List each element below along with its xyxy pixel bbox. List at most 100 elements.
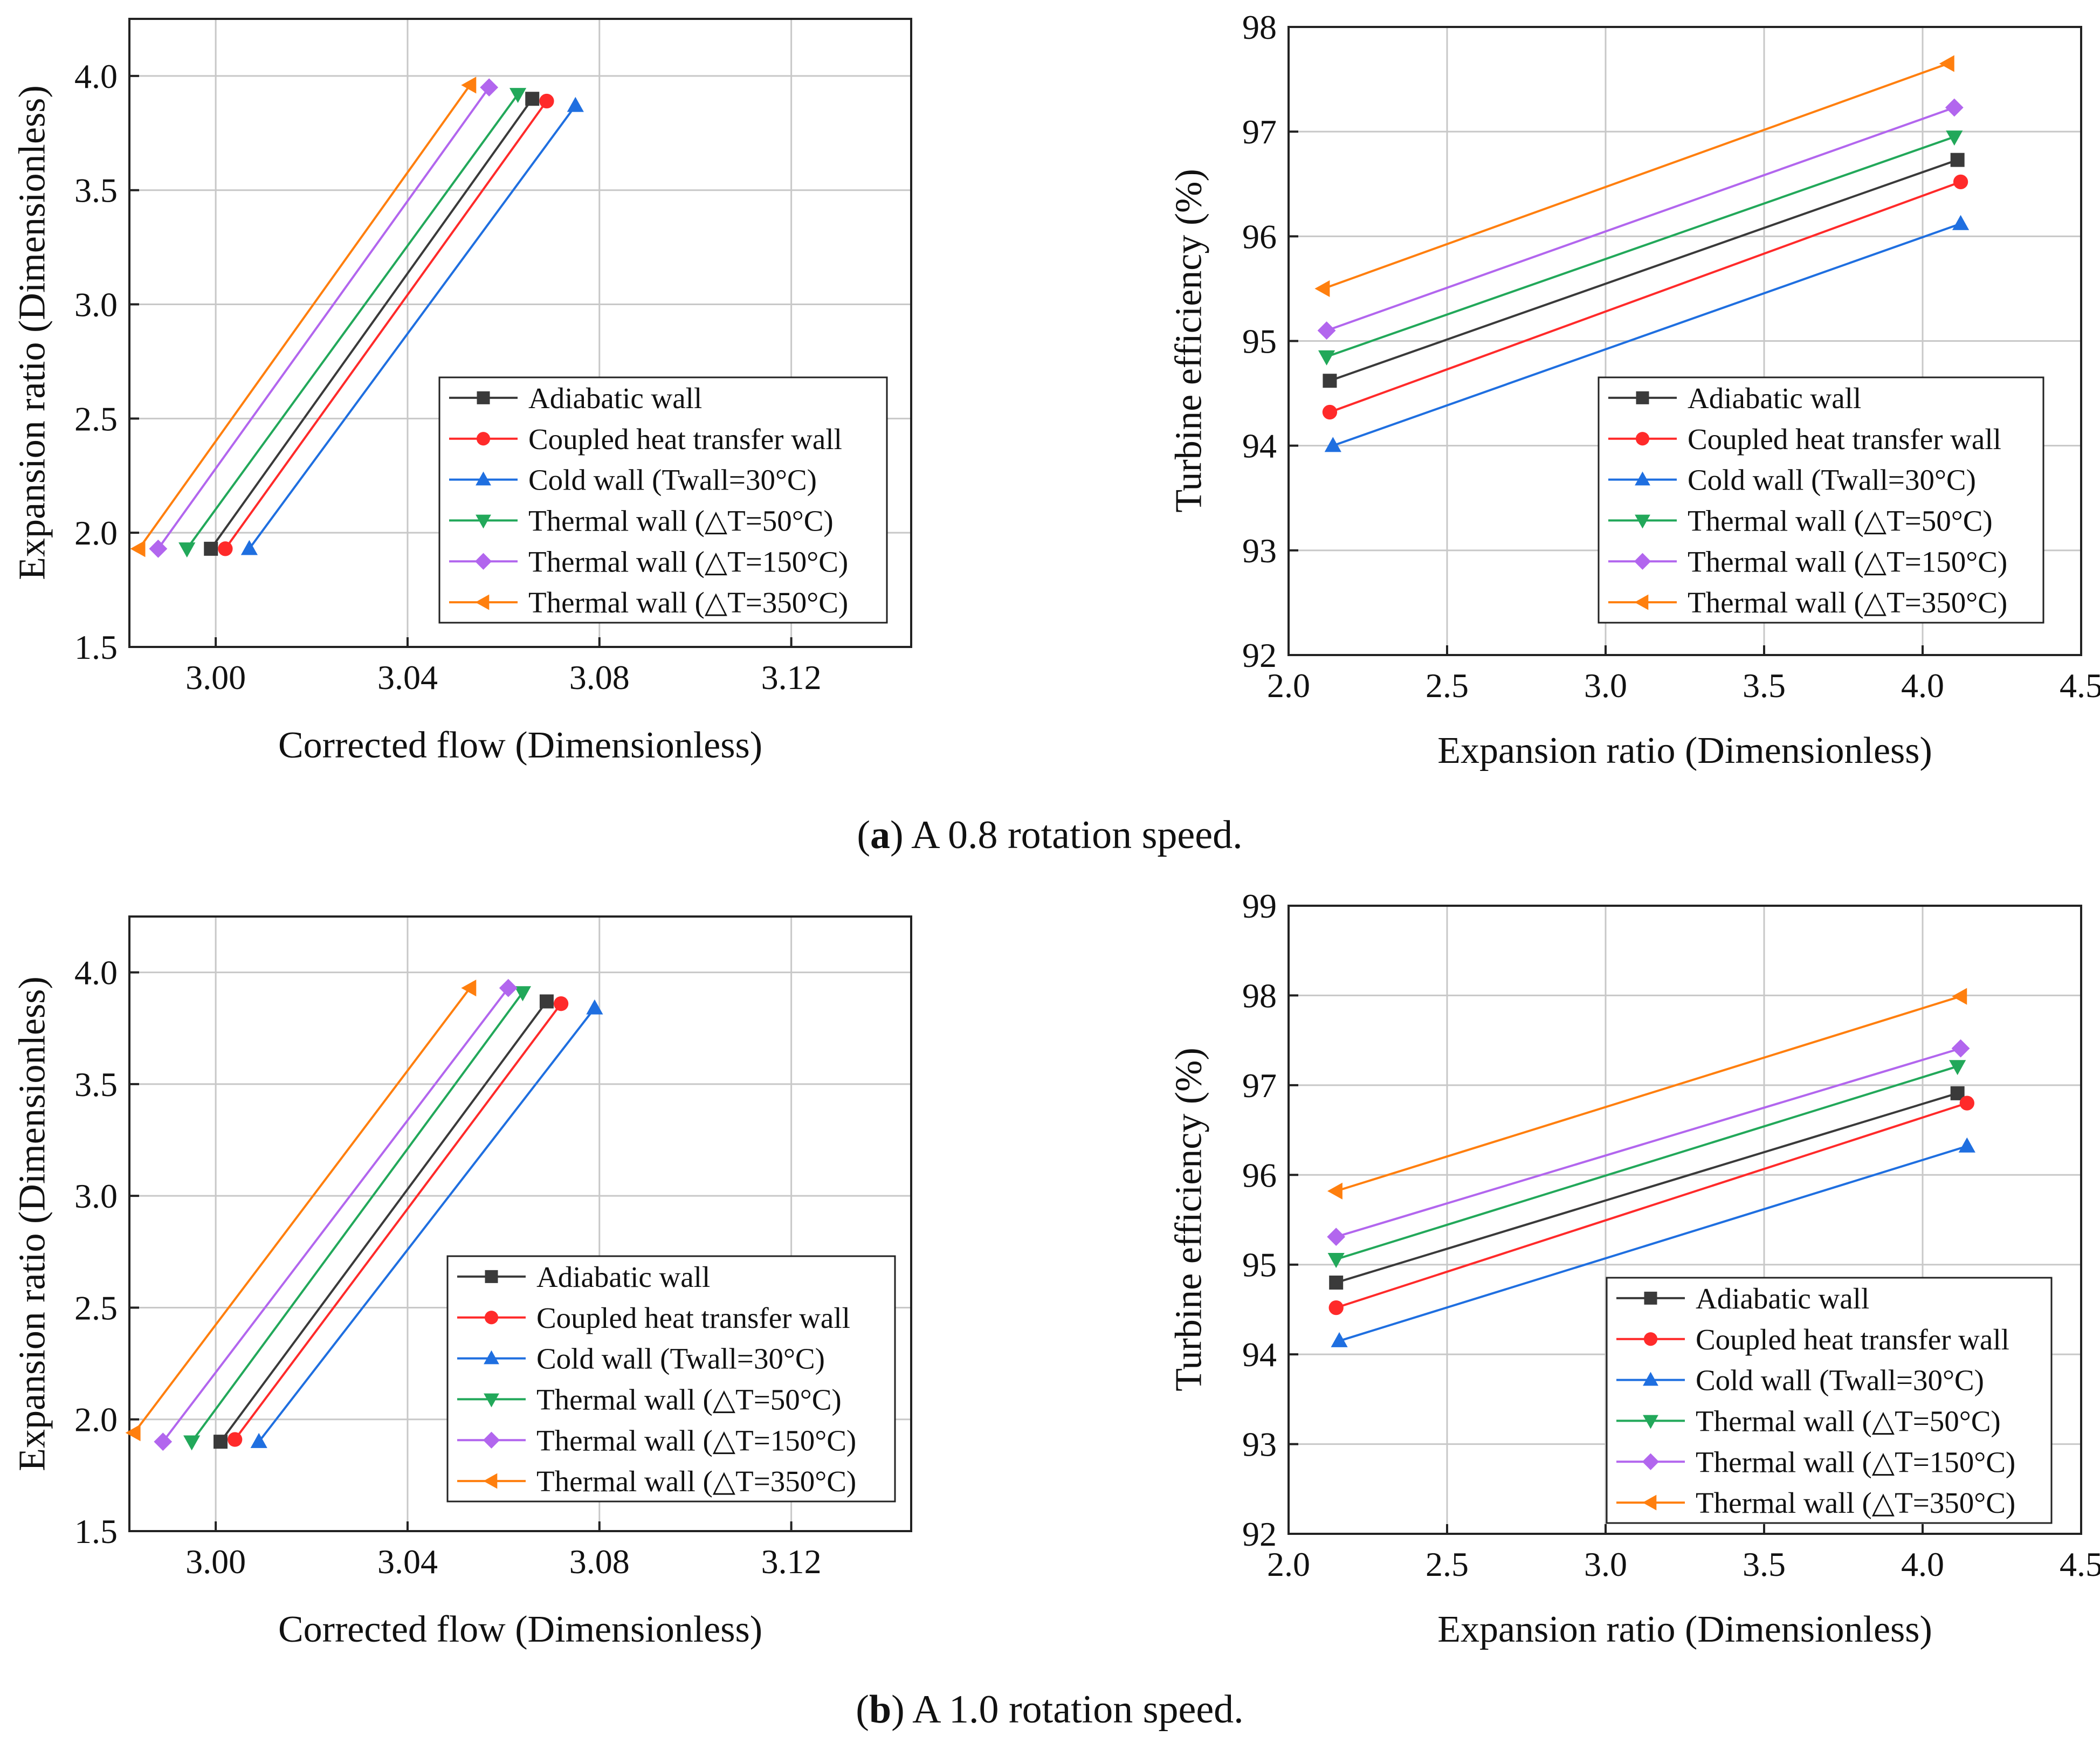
legend: Adiabatic wall Coupled heat transfer wall… xyxy=(1606,1277,2053,1524)
data-point xyxy=(154,1432,173,1451)
y-tick-label: 2.5 xyxy=(74,1289,118,1327)
plot-frame xyxy=(128,18,912,648)
series-line xyxy=(1335,995,1961,1193)
data-point xyxy=(509,88,527,104)
series-5 xyxy=(149,78,499,558)
x-tick-label: 2.5 xyxy=(1426,1545,1469,1583)
y-tick-label: 95 xyxy=(1242,1246,1277,1284)
legend: Adiabatic wall Coupled heat transfer wall… xyxy=(438,376,888,624)
legend-label: Coupled heat transfer wall xyxy=(1696,1323,2009,1356)
data-point xyxy=(539,93,554,109)
series-1 xyxy=(1329,1086,1965,1290)
y-tick-label: 94 xyxy=(1242,1335,1277,1374)
y-tick-label: 4.0 xyxy=(74,57,118,95)
legend-label: Cold wall (Twall=30°C) xyxy=(1688,464,1976,497)
y-tick-label: 92 xyxy=(1242,1515,1277,1553)
legend-label: Adiabatic wall xyxy=(1696,1282,1869,1315)
legend-label: Thermal wall (△T=150°C) xyxy=(528,545,848,578)
data-point xyxy=(1317,321,1336,340)
legend-marker xyxy=(484,1393,499,1408)
data-point xyxy=(586,999,603,1015)
legend-label: Thermal wall (△T=50°C) xyxy=(1696,1404,2001,1437)
y-tick-label: 2.5 xyxy=(74,399,118,438)
data-point xyxy=(125,1424,141,1442)
y-tick-label: 93 xyxy=(1242,532,1277,570)
legend-box xyxy=(446,1255,896,1503)
legend-marker xyxy=(1644,1291,1657,1305)
series-line xyxy=(1326,135,1955,358)
series-line xyxy=(157,86,490,550)
data-point xyxy=(130,540,146,557)
legend-marker xyxy=(474,553,492,570)
legend-marker xyxy=(476,432,491,446)
legend-marker xyxy=(1635,432,1650,446)
x-tick-label: 3.12 xyxy=(761,658,822,697)
legend-label: Thermal wall (△T=350°C) xyxy=(1688,586,2007,619)
plot-frame xyxy=(128,915,912,1532)
series-4 xyxy=(1327,1060,1966,1268)
x-tick-label: 3.08 xyxy=(569,1542,630,1581)
series-3 xyxy=(240,97,584,555)
data-point xyxy=(250,1432,267,1448)
legend-marker xyxy=(1635,514,1650,529)
data-point xyxy=(1952,215,1970,230)
x-tick-label: 2.0 xyxy=(1267,1545,1310,1583)
series-6 xyxy=(1314,55,1954,298)
y-axis-label: Expansion ratio (Dimensionless) xyxy=(12,85,53,580)
legend-marker xyxy=(1634,594,1649,610)
data-point xyxy=(178,542,196,558)
data-point xyxy=(1959,1096,1974,1111)
y-tick-label: 97 xyxy=(1242,1066,1277,1105)
x-tick-label: 3.5 xyxy=(1743,1545,1786,1583)
chart-a-right: 2.0 2.5 3.0 3.5 4.0 4.5 92 93 94 95 96 97 98 Expansio… xyxy=(1168,8,2100,771)
y-axis-label: Expansion ratio (Dimensionless) xyxy=(12,976,53,1471)
series-line xyxy=(248,105,576,550)
legend-label: Cold wall (Twall=30°C) xyxy=(1696,1364,1984,1397)
data-point xyxy=(1949,1060,1966,1076)
data-point xyxy=(480,78,499,97)
series-line xyxy=(1335,1102,1967,1309)
x-tick-label: 3.00 xyxy=(185,658,246,697)
data-point xyxy=(1327,1182,1342,1200)
data-point xyxy=(204,541,218,556)
chart-b-left: 3.00 3.04 3.08 3.12 1.5 2.0 2.5 3.0 3.5 4.0 Correc… xyxy=(12,915,912,1650)
legend: Adiabatic wall Coupled heat transfer wall… xyxy=(446,1255,896,1503)
legend-label: Thermal wall (△T=350°C) xyxy=(536,1465,856,1498)
legend-label: Coupled heat transfer wall xyxy=(1688,423,2001,456)
legend-label: Thermal wall (△T=50°C) xyxy=(528,504,834,537)
series-4 xyxy=(178,88,527,558)
y-tick-label: 3.5 xyxy=(74,171,118,210)
y-tick-label: 1.5 xyxy=(74,1512,118,1551)
legend-box xyxy=(1598,376,2044,624)
legend-marker xyxy=(484,1350,499,1365)
series-line xyxy=(133,987,471,1434)
y-tick-label: 96 xyxy=(1242,1156,1277,1194)
y-tick-label: 93 xyxy=(1242,1425,1277,1464)
x-axis-label: Corrected flow (Dimensionless) xyxy=(278,1609,762,1650)
series-line xyxy=(234,1003,562,1441)
caption-a: (a) A 0.8 rotation speed. xyxy=(857,813,1242,857)
legend-marker xyxy=(1634,553,1651,570)
data-point xyxy=(553,996,569,1011)
y-tick-label: 4.0 xyxy=(74,954,118,992)
series-6 xyxy=(130,77,477,557)
data-point xyxy=(1958,1137,1975,1153)
legend-marker xyxy=(1635,471,1650,486)
legend-marker xyxy=(483,1431,500,1449)
data-point xyxy=(183,1435,201,1451)
series-line xyxy=(1329,181,1961,414)
y-tick-label: 97 xyxy=(1242,113,1277,151)
legend-label: Thermal wall (△T=350°C) xyxy=(1696,1486,2015,1519)
series-2 xyxy=(1322,174,1968,420)
y-tick-label: 95 xyxy=(1242,322,1277,361)
data-point xyxy=(240,540,258,555)
legend-marker xyxy=(1642,1494,1657,1511)
data-point xyxy=(228,1432,243,1447)
x-tick-label: 3.12 xyxy=(761,1542,822,1581)
data-point xyxy=(1953,174,1968,190)
x-tick-label: 3.04 xyxy=(377,1542,438,1581)
series-line xyxy=(191,991,524,1443)
x-axis-label: Corrected flow (Dimensionless) xyxy=(278,725,762,766)
legend-label: Cold wall (Twall=30°C) xyxy=(528,464,817,497)
